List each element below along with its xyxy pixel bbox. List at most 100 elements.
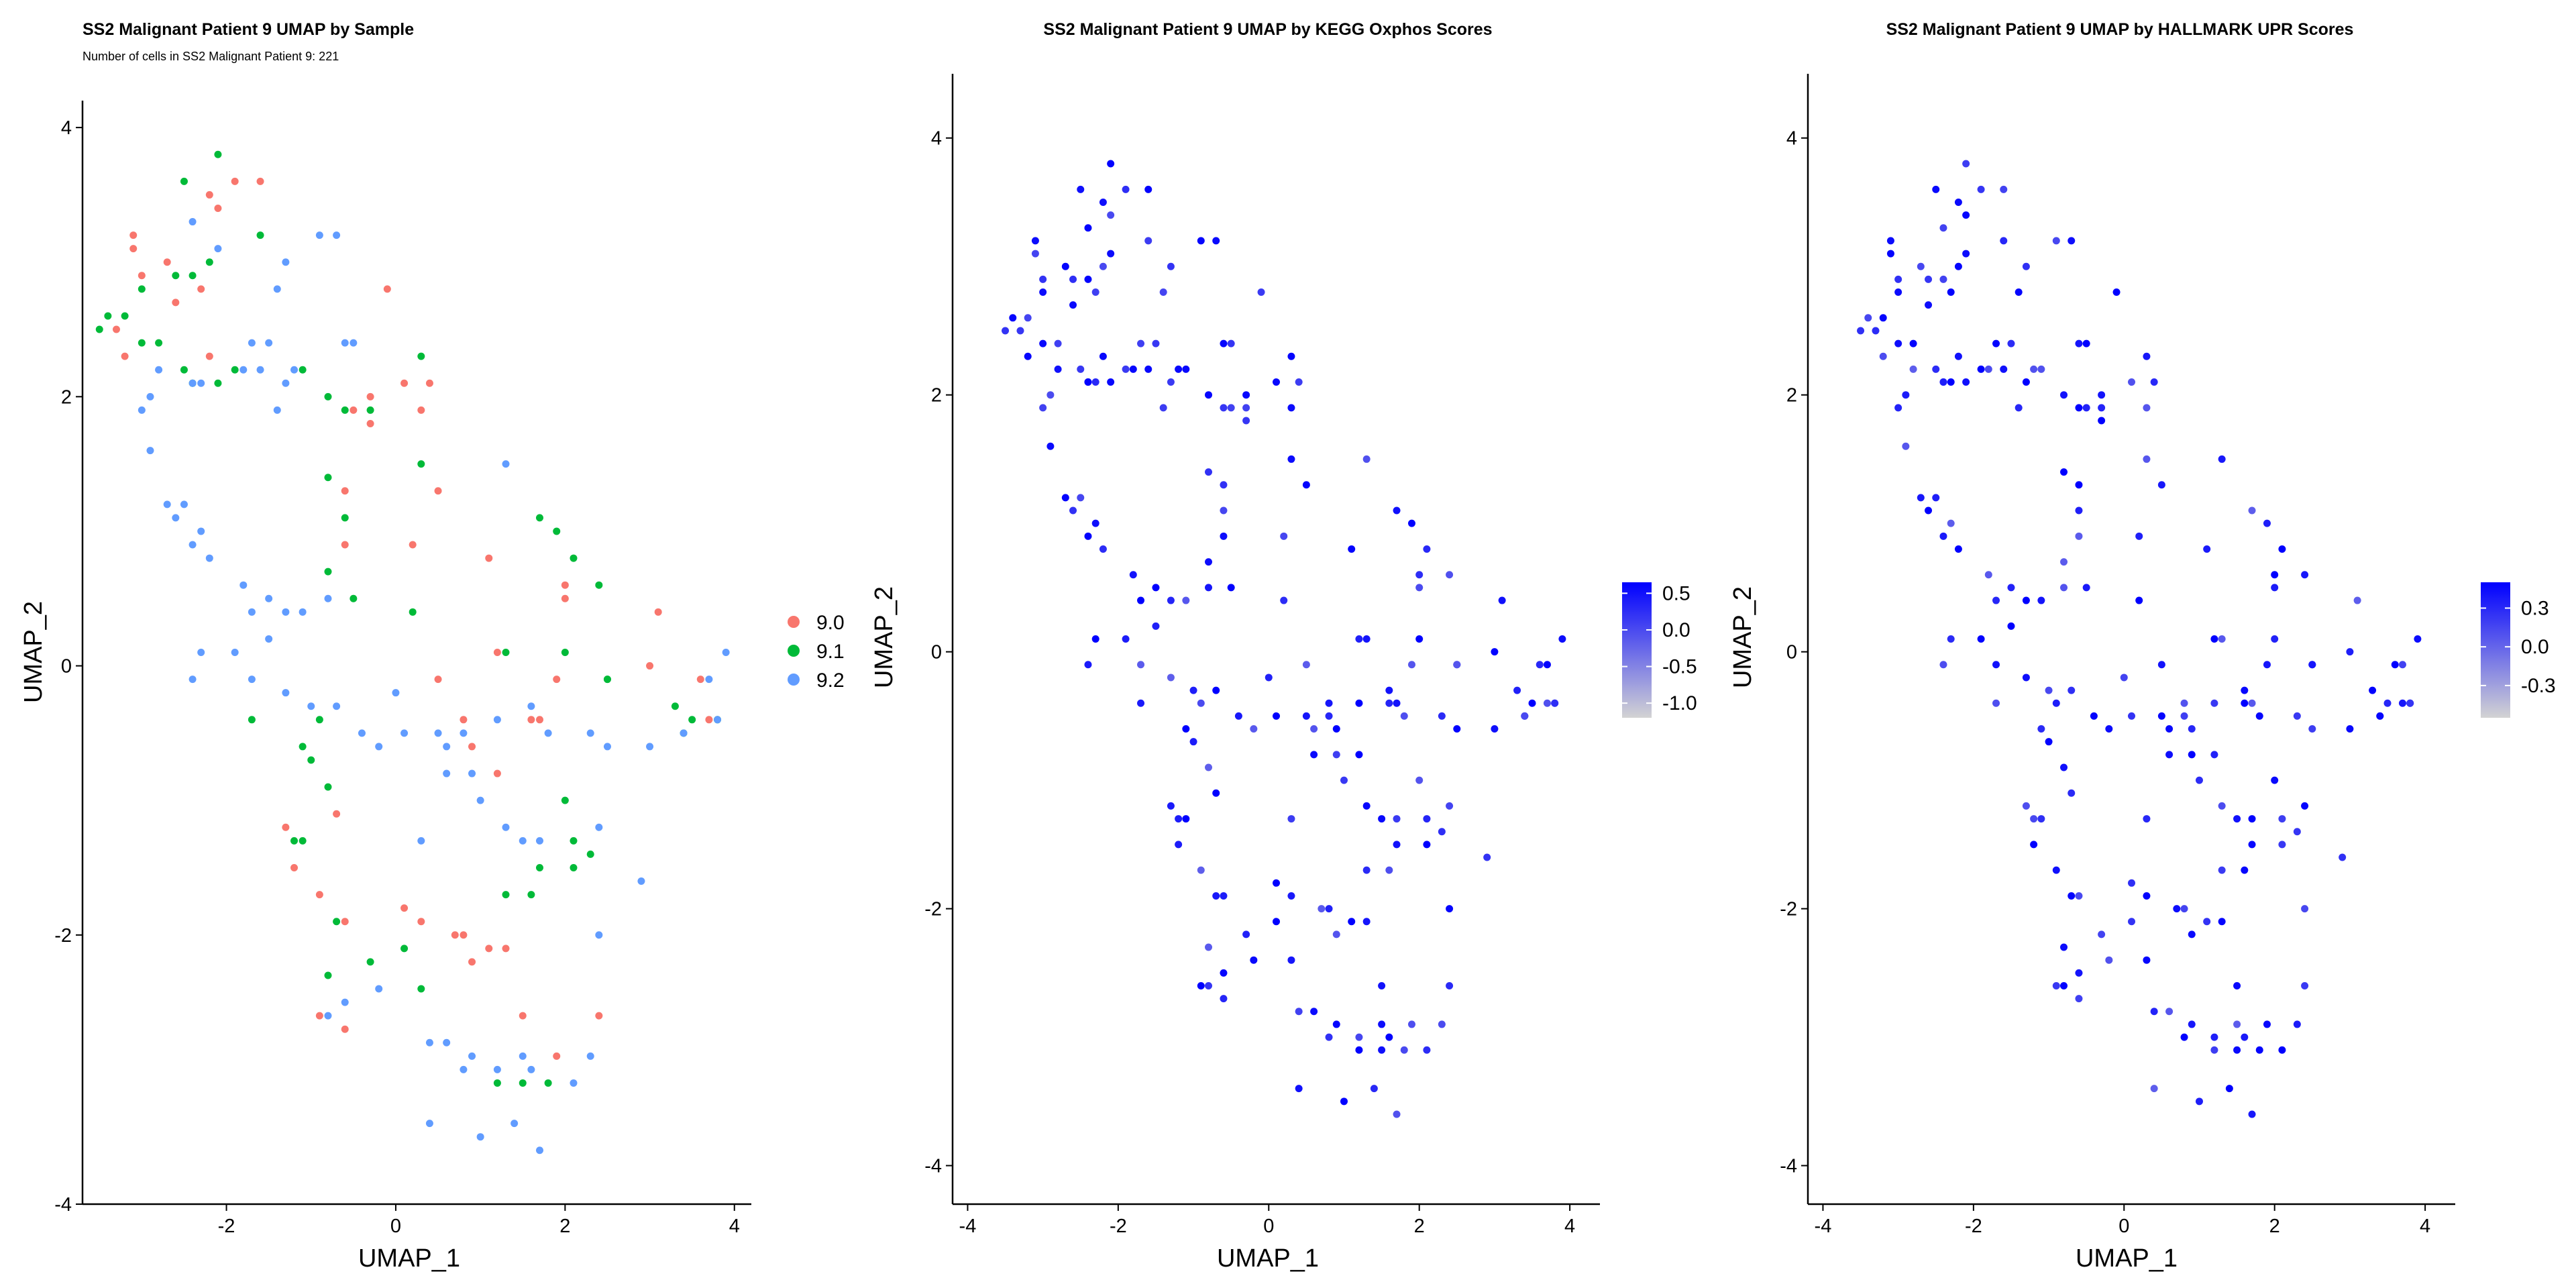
- point: [2301, 905, 2309, 913]
- point-9-2: [527, 1065, 535, 1073]
- point: [1220, 532, 1228, 540]
- point-9-0: [350, 406, 358, 414]
- point: [1137, 699, 1145, 707]
- point-9-2: [333, 231, 341, 239]
- point-9-2: [189, 541, 197, 549]
- point: [1992, 596, 2000, 604]
- point: [1091, 635, 1099, 643]
- point-9-1: [535, 863, 543, 871]
- point: [1954, 198, 1962, 206]
- point: [1886, 250, 1894, 258]
- point: [1205, 943, 1213, 951]
- point-9-2: [375, 743, 383, 751]
- point: [1144, 185, 1152, 193]
- point-9-1: [324, 392, 332, 400]
- point: [1415, 635, 1424, 643]
- point: [1894, 404, 1902, 412]
- point: [1362, 802, 1371, 810]
- point: [1129, 365, 1137, 373]
- point: [1280, 532, 1288, 540]
- point: [2060, 558, 2068, 566]
- point: [2398, 699, 2406, 707]
- point: [1536, 661, 1544, 669]
- point-9-0: [485, 554, 493, 562]
- y-tick-label: 4: [931, 128, 942, 150]
- point-9-1: [586, 850, 594, 858]
- point: [2218, 455, 2226, 463]
- point: [1954, 545, 1962, 553]
- point: [1175, 815, 1183, 823]
- point-9-1: [324, 474, 332, 482]
- point: [1962, 160, 1970, 168]
- point: [1932, 185, 1940, 193]
- point-9-2: [468, 1052, 476, 1060]
- point: [2075, 404, 2083, 412]
- panel-title: SS2 Malignant Patient 9 UMAP by KEGG Oxp…: [1043, 20, 1492, 39]
- point: [2068, 892, 2076, 900]
- point-9-2: [341, 339, 349, 347]
- point-9-0: [705, 716, 713, 724]
- point: [1212, 686, 1220, 694]
- point: [2022, 596, 2030, 604]
- point-9-0: [282, 823, 290, 831]
- point: [1099, 545, 1107, 553]
- point: [2218, 635, 2226, 643]
- point: [2052, 699, 2060, 707]
- point: [1879, 352, 1887, 360]
- point: [1212, 237, 1220, 245]
- point-9-0: [290, 863, 299, 871]
- point: [1167, 262, 1175, 270]
- point: [1175, 841, 1183, 849]
- point: [2241, 866, 2249, 874]
- point: [1864, 314, 1872, 322]
- point: [1107, 211, 1115, 219]
- point-9-1: [502, 891, 510, 899]
- point-9-0: [468, 743, 476, 751]
- point: [1144, 237, 1152, 245]
- point: [2263, 661, 2271, 669]
- point: [1947, 378, 1955, 386]
- point: [2188, 1020, 2196, 1028]
- x-tick-label: -4: [1815, 1216, 1832, 1237]
- point: [1310, 725, 1318, 733]
- point-9-1: [561, 796, 569, 804]
- point: [1039, 275, 1047, 283]
- y-tick-label: -4: [924, 1156, 942, 1177]
- point: [2082, 584, 2090, 592]
- point-9-0: [383, 285, 391, 293]
- colorbar-gradient: [1622, 582, 1652, 718]
- point-9-1: [299, 366, 307, 374]
- point: [1182, 365, 1190, 373]
- point-9-1: [544, 1079, 552, 1087]
- point: [1992, 699, 2000, 707]
- point-9-0: [434, 676, 442, 684]
- point: [2157, 661, 2165, 669]
- point: [1205, 763, 1213, 771]
- point: [1205, 468, 1213, 476]
- point-9-2: [172, 514, 180, 522]
- point: [2376, 712, 2384, 720]
- point: [2271, 584, 2279, 592]
- point-9-1: [315, 716, 323, 724]
- point: [1558, 635, 1566, 643]
- point: [2007, 622, 2015, 630]
- point: [1302, 661, 1310, 669]
- point-9-2: [155, 366, 163, 374]
- point: [1962, 211, 1970, 219]
- point-9-2: [400, 729, 409, 737]
- point: [1932, 365, 1940, 373]
- point: [1205, 584, 1213, 592]
- point: [1122, 365, 1130, 373]
- point: [1393, 815, 1401, 823]
- point-9-0: [696, 676, 704, 684]
- point: [2301, 981, 2309, 989]
- point: [2233, 1046, 2241, 1054]
- point-9-0: [163, 258, 171, 266]
- point-9-0: [366, 419, 374, 427]
- point: [1009, 314, 1017, 322]
- point-9-2: [375, 985, 383, 993]
- point: [1340, 1097, 1348, 1106]
- legend-swatch-9-1: [788, 645, 800, 657]
- point: [1167, 674, 1175, 682]
- point: [1002, 327, 1010, 335]
